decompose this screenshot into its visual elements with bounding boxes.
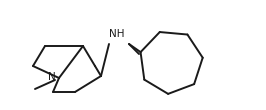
Text: NH: NH bbox=[109, 29, 125, 39]
Text: N: N bbox=[48, 72, 56, 82]
